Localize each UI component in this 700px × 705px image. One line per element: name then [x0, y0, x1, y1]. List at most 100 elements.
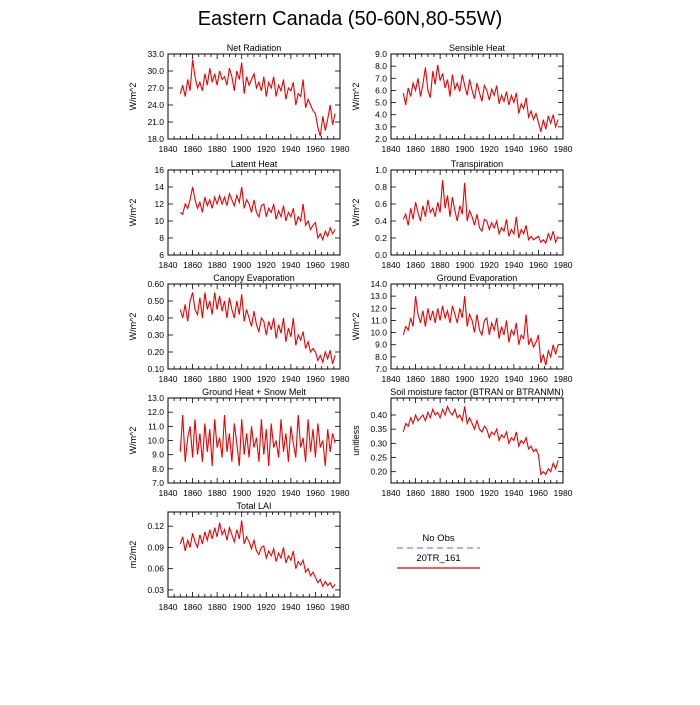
y-axis-label: W/m^2 [351, 313, 361, 341]
x-tick-label: 1980 [554, 374, 573, 384]
panel-title: Ground Heat + Snow Melt [202, 387, 306, 397]
x-tick-label: 1840 [382, 374, 401, 384]
series-line-20TR_161 [179, 59, 336, 137]
y-axis-label: W/m^2 [351, 199, 361, 227]
y-tick-label: 9.0 [152, 450, 164, 460]
x-tick-label: 1900 [232, 374, 251, 384]
y-tick-label: 0.8 [375, 182, 387, 192]
x-tick-label: 1900 [232, 602, 251, 612]
y-tick-label: 12 [155, 199, 165, 209]
y-tick-label: 0.4 [375, 216, 387, 226]
y-tick-label: 0.60 [147, 279, 164, 289]
y-tick-label: 8.0 [375, 352, 387, 362]
x-tick-label: 1960 [529, 488, 548, 498]
y-tick-label: 0.0 [375, 250, 387, 260]
y-tick-label: 0.40 [370, 410, 387, 420]
y-tick-label: 10 [155, 216, 165, 226]
panel-title: Total LAI [236, 501, 271, 511]
chart-panel-2: Sensible Heat W/m^2 1840 1860 1880 1900 1920 19… [351, 43, 573, 154]
x-tick-label: 1940 [504, 374, 523, 384]
y-tick-label: 4.0 [375, 110, 387, 120]
y-tick-label: 18.0 [147, 134, 164, 144]
x-tick-label: 1960 [529, 374, 548, 384]
y-axis-label: unitless [351, 425, 361, 456]
x-tick-label: 1860 [406, 374, 425, 384]
panel-title: Sensible Heat [449, 43, 506, 53]
y-tick-label: 13.0 [370, 291, 387, 301]
y-tick-label: 0.20 [147, 347, 164, 357]
y-tick-label: 0.10 [147, 364, 164, 374]
x-tick-label: 1940 [281, 488, 300, 498]
x-tick-label: 1940 [281, 374, 300, 384]
x-tick-label: 1920 [480, 144, 499, 154]
y-tick-label: 10.0 [370, 328, 387, 338]
x-tick-label: 1860 [183, 374, 202, 384]
y-tick-label: 6.0 [375, 85, 387, 95]
y-tick-label: 0.12 [147, 521, 164, 531]
x-tick-label: 1960 [529, 144, 548, 154]
y-axis-label: W/m^2 [128, 427, 138, 455]
x-tick-label: 1900 [232, 488, 251, 498]
x-tick-label: 1900 [455, 488, 474, 498]
figure-title: Eastern Canada (50-60N,80-55W) [197, 8, 503, 30]
x-tick-label: 1960 [306, 144, 325, 154]
y-tick-label: 0.03 [147, 585, 164, 595]
x-tick-label: 1880 [431, 144, 450, 154]
x-tick-label: 1980 [331, 260, 350, 270]
legend: No Obs 20TR_161 [397, 533, 480, 569]
plot-frame [390, 397, 564, 484]
y-axis-label: W/m^2 [351, 83, 361, 111]
x-tick-label: 1900 [455, 374, 474, 384]
x-tick-label: 1920 [480, 260, 499, 270]
x-tick-label: 1920 [257, 260, 276, 270]
y-tick-label: 30.0 [147, 66, 164, 76]
y-tick-label: 0.50 [147, 296, 164, 306]
chart-panel-7: Ground Heat + Snow Melt W/m^2 1840 1860 1880… [128, 387, 350, 498]
y-tick-label: 0.40 [147, 313, 164, 323]
series-line-20TR_161 [179, 414, 336, 467]
plot-frame [167, 283, 341, 370]
y-tick-label: 24.0 [147, 100, 164, 110]
series-line-20TR_161 [402, 64, 559, 132]
x-tick-label: 1880 [208, 260, 227, 270]
y-tick-label: 0.09 [147, 542, 164, 552]
y-tick-label: 12.0 [370, 303, 387, 313]
y-tick-label: 14.0 [370, 279, 387, 289]
y-tick-label: 10.0 [147, 436, 164, 446]
series-line-20TR_161 [402, 180, 559, 245]
y-tick-label: 0.30 [370, 438, 387, 448]
x-tick-label: 1920 [257, 374, 276, 384]
x-tick-label: 1880 [431, 260, 450, 270]
legend-label: 20TR_161 [416, 553, 460, 564]
panel-title: Soil moisture factor (BTRAN or BTRANMN) [390, 387, 564, 397]
y-tick-label: 0.25 [370, 453, 387, 463]
chart-panel-9: Total LAI m2/m2 1840 1860 1880 1900 1920 1940 19… [128, 501, 350, 612]
y-tick-label: 9.0 [375, 49, 387, 59]
y-tick-label: 0.2 [375, 233, 387, 243]
y-tick-label: 3.0 [375, 122, 387, 132]
y-axis-label: W/m^2 [128, 313, 138, 341]
y-tick-label: 0.30 [147, 330, 164, 340]
x-tick-label: 1840 [159, 488, 178, 498]
y-tick-label: 27.0 [147, 83, 164, 93]
plot-frame [390, 169, 564, 256]
y-tick-label: 0.35 [370, 424, 387, 434]
x-tick-label: 1980 [331, 602, 350, 612]
legend-label: No Obs [422, 533, 454, 544]
x-tick-label: 1840 [159, 374, 178, 384]
y-tick-label: 16 [155, 165, 165, 175]
x-tick-label: 1980 [331, 488, 350, 498]
x-tick-label: 1940 [281, 602, 300, 612]
x-tick-label: 1960 [529, 260, 548, 270]
x-tick-label: 1900 [232, 260, 251, 270]
x-tick-label: 1920 [257, 488, 276, 498]
x-tick-label: 1920 [257, 144, 276, 154]
y-tick-label: 11.0 [148, 421, 164, 431]
x-tick-label: 1940 [504, 144, 523, 154]
chart-panel-3: Latent Heat W/m^2 1840 1860 1880 1900 1920 1940… [128, 159, 350, 270]
y-tick-label: 7.0 [375, 73, 387, 83]
x-tick-label: 1980 [331, 144, 350, 154]
x-tick-label: 1900 [232, 144, 251, 154]
x-tick-label: 1840 [382, 144, 401, 154]
